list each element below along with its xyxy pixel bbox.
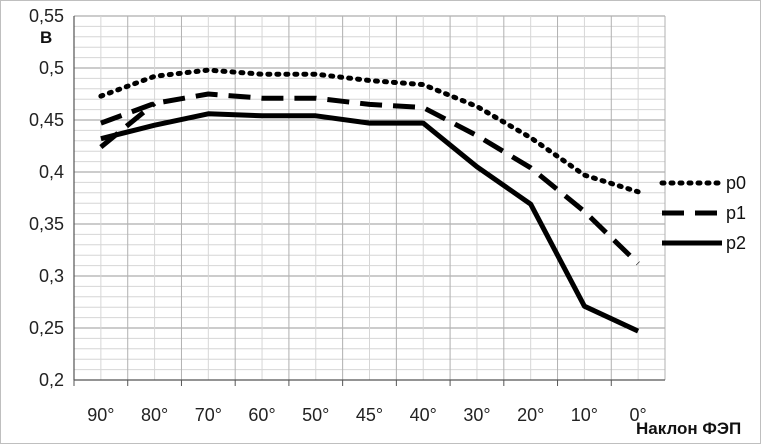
gridlines <box>73 15 666 381</box>
y-tick-label: 0,25 <box>29 318 64 338</box>
x-tick-label: 70° <box>195 405 222 425</box>
x-tick-label: 30° <box>463 405 490 425</box>
legend-label-p1: p1 <box>726 203 746 223</box>
x-tick-label: 0° <box>630 405 647 425</box>
y-tick-label: 0,5 <box>39 58 64 78</box>
y-tick-label: 0,35 <box>29 214 64 234</box>
x-axis-label: Наклон ФЭП <box>636 419 741 438</box>
y-tick-labels: 0,2 0,25 0,3 0,35 0,4 0,45 0,5 0,55 <box>29 6 64 390</box>
x-tick-label: 60° <box>248 405 275 425</box>
series-line-p1 <box>100 91 640 266</box>
x-tick-label: 80° <box>141 405 168 425</box>
axes <box>73 16 665 386</box>
x-tick-label: 10° <box>571 405 598 425</box>
series-line-p0 <box>98 67 641 195</box>
x-tick-label: 90° <box>87 405 114 425</box>
x-tick-label: 40° <box>410 405 437 425</box>
y-tick-label: 0,55 <box>29 6 64 26</box>
x-tick-labels: 90° 80° 70° 60° 50° 45° 40° 30° 20° 10° 0° <box>87 405 646 425</box>
y-tick-label: 0,2 <box>39 370 64 390</box>
series-segment-p1 <box>99 101 157 149</box>
x-tick-label: 50° <box>302 405 329 425</box>
y-axis-label: В <box>40 28 52 47</box>
x-tick-label: 20° <box>517 405 544 425</box>
x-tick-label: 45° <box>356 405 383 425</box>
y-tick-label: 0,3 <box>39 266 64 286</box>
y-tick-label: 0,4 <box>39 162 64 182</box>
legend-label-p0: p0 <box>726 173 746 193</box>
series-line-p2 <box>100 111 640 334</box>
series-lines <box>98 67 641 334</box>
legend: p0 p1 p2 <box>659 173 746 253</box>
y-tick-label: 0,45 <box>29 110 64 130</box>
legend-label-p2: p2 <box>726 233 746 253</box>
